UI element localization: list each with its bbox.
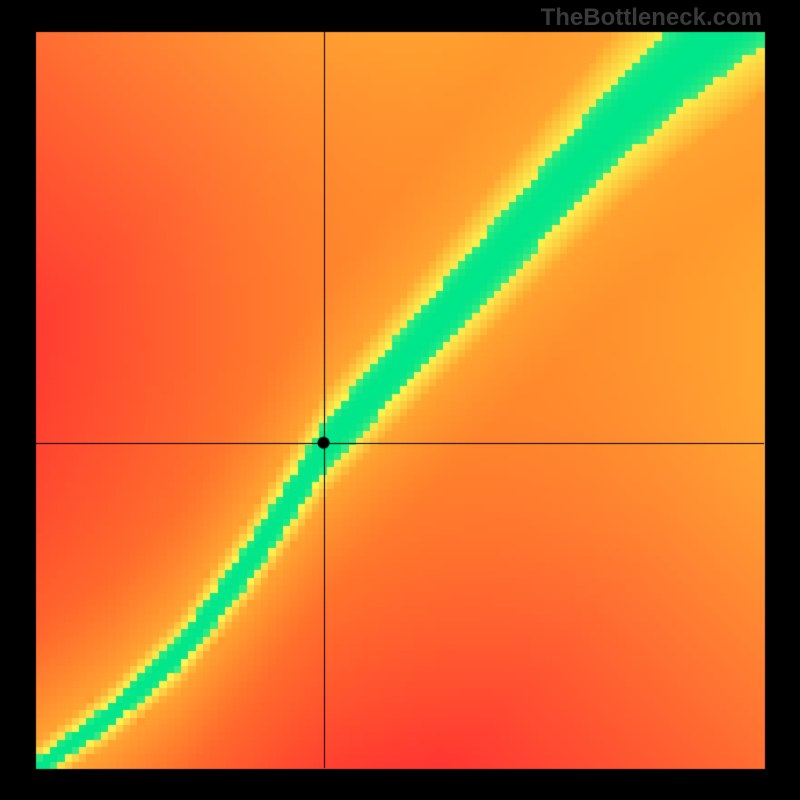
watermark-text: TheBottleneck.com: [541, 4, 762, 32]
bottleneck-heatmap: [0, 0, 800, 800]
chart-container: TheBottleneck.com: [0, 0, 800, 800]
